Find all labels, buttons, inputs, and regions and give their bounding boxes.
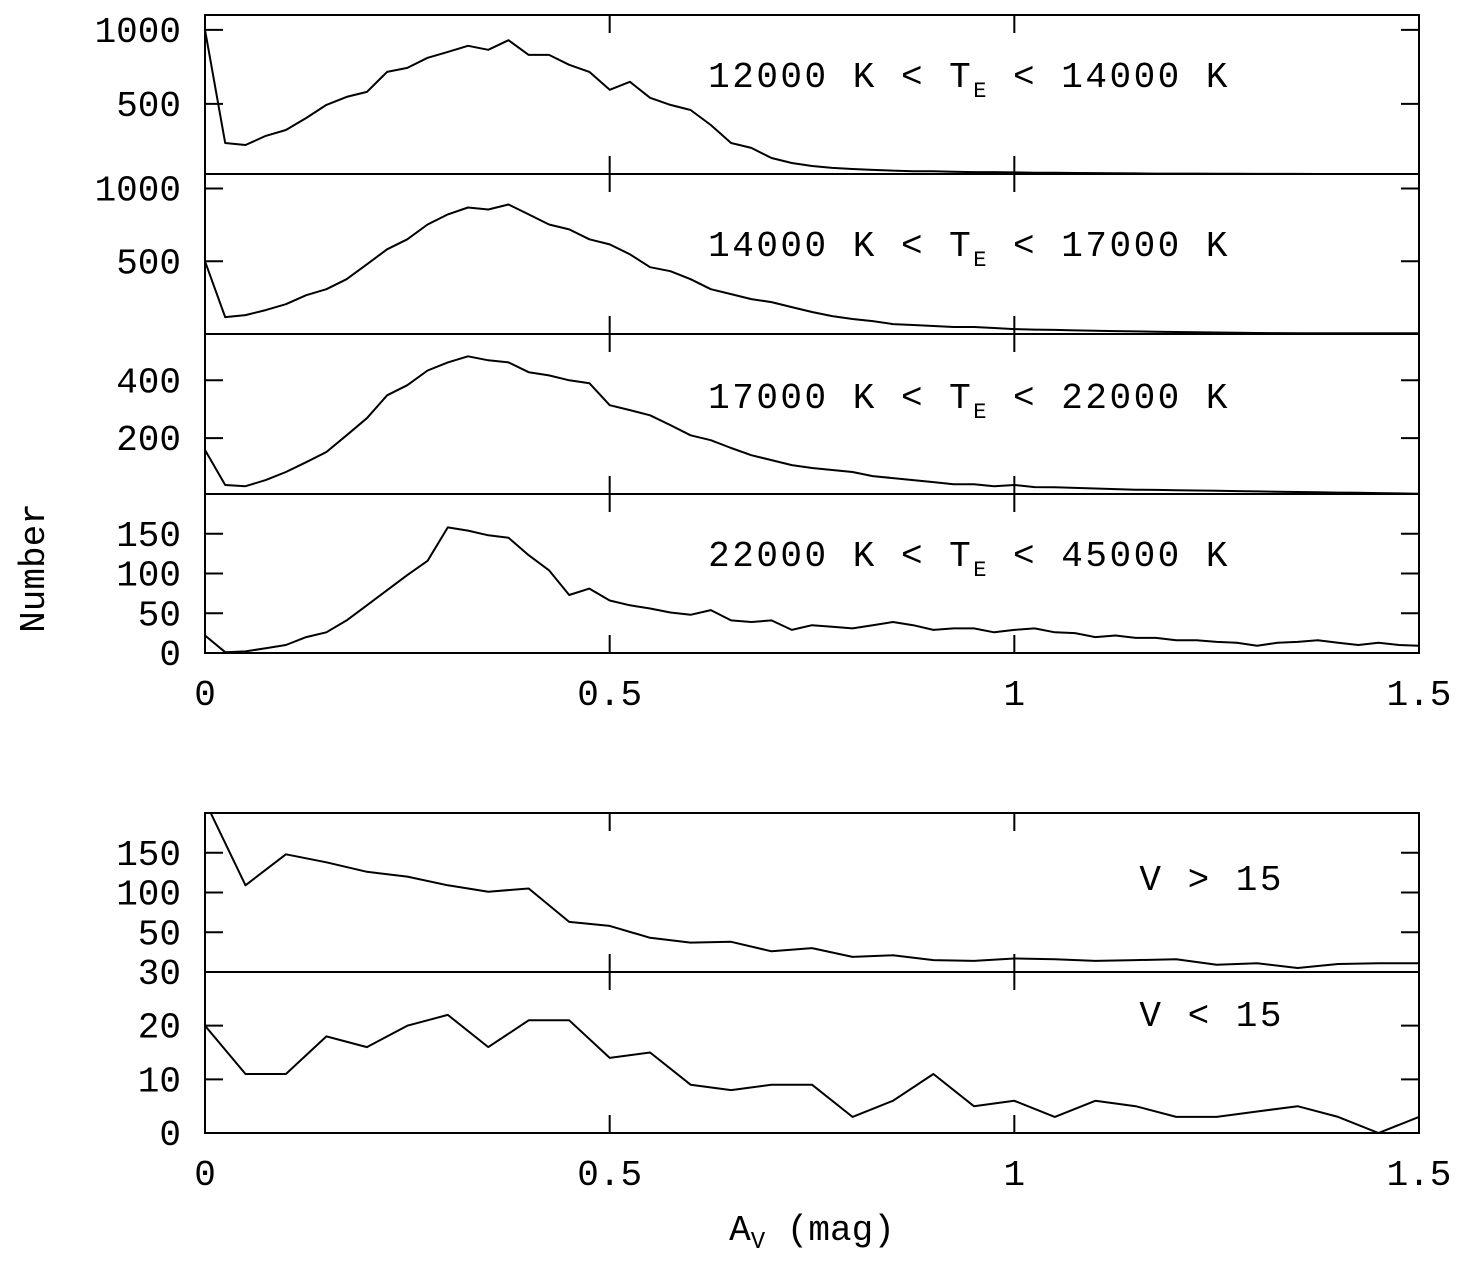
panel-label: 22000 K < TE < 45000 K — [708, 536, 1230, 583]
panel-label-part: E — [973, 558, 989, 583]
x-tick-label: 0.5 — [577, 1155, 642, 1196]
panel-label-part: 22000 K < T — [708, 536, 973, 577]
panel-label-part: E — [973, 79, 989, 104]
y-tick-label: 150 — [116, 835, 181, 876]
panel-label-part: 12000 K < T — [708, 57, 973, 98]
panel-label: V < 15 — [1139, 996, 1284, 1037]
y-axis-label: Number — [14, 503, 55, 633]
y-tick-label: 400 — [116, 362, 181, 403]
x-axis-label-sub: V — [751, 1229, 766, 1256]
panel-label: 17000 K < TE < 22000 K — [708, 378, 1230, 425]
y-tick-label: 1000 — [95, 171, 181, 212]
x-tick-label: 1 — [1004, 675, 1026, 716]
y-tick-label: 150 — [116, 516, 181, 557]
panel-label-part: < 22000 K — [989, 378, 1230, 419]
x-tick-label: 0.5 — [577, 675, 642, 716]
panel: 500 1000 12000 K < TE < 14000 K — [95, 12, 1420, 175]
panel-label-part: 17000 K < T — [708, 378, 973, 419]
data-line — [205, 1013, 1419, 1133]
panel-label-part: < 14000 K — [989, 57, 1230, 98]
panel-label-part: V > 15 — [1139, 860, 1284, 901]
panel-label-part: V < 15 — [1139, 996, 1284, 1037]
x-axis-label: AV (mag) — [729, 1210, 895, 1256]
data-line — [205, 355, 1419, 494]
panel-label: 14000 K < TE < 17000 K — [708, 226, 1230, 273]
data-line — [209, 813, 1419, 969]
x-axis-label-unit: (mag) — [765, 1210, 895, 1251]
y-tick-label: 0 — [159, 1115, 181, 1156]
y-tick-label: 100 — [116, 556, 181, 597]
y-tick-label: 20 — [138, 1008, 181, 1049]
y-tick-label: 500 — [116, 86, 181, 127]
panel: 0 10 20 30 0 0.5 1 1.5 V < 15 — [138, 954, 1452, 1196]
y-tick-label: 100 — [116, 875, 181, 916]
x-tick-label: 0 — [194, 675, 216, 716]
panel-label: V > 15 — [1139, 860, 1284, 901]
panel: 500 1000 14000 K < TE < 17000 K — [95, 171, 1420, 335]
y-tick-label: 10 — [138, 1061, 181, 1102]
y-tick-label: 0 — [159, 635, 181, 676]
x-axis-label-main: A — [729, 1210, 751, 1251]
x-tick-label: 1.5 — [1387, 1155, 1452, 1196]
panel-label-part: 14000 K < T — [708, 226, 973, 267]
data-line — [205, 29, 1419, 174]
y-tick-label: 1000 — [95, 12, 181, 53]
panel: 200 400 17000 K < TE < 22000 K — [116, 333, 1420, 495]
y-tick-label: 200 — [116, 420, 181, 461]
y-tick-label: 50 — [138, 595, 181, 636]
y-tick-label: 30 — [138, 954, 181, 995]
panel-label-part: < 17000 K — [989, 226, 1230, 267]
x-tick-label: 0 — [194, 1155, 216, 1196]
panel-label-part: E — [973, 248, 989, 273]
x-tick-label: 1.5 — [1387, 675, 1452, 716]
panel-label-part: < 45000 K — [989, 536, 1230, 577]
x-tick-label: 1 — [1004, 1155, 1026, 1196]
panel-frame — [204, 971, 1420, 1134]
panel-label: 12000 K < TE < 14000 K — [708, 57, 1230, 104]
data-line — [205, 203, 1419, 334]
panel-label-part: E — [973, 400, 989, 425]
y-tick-label: 500 — [116, 243, 181, 284]
y-tick-label: 50 — [138, 914, 181, 955]
data-line — [205, 526, 1419, 653]
